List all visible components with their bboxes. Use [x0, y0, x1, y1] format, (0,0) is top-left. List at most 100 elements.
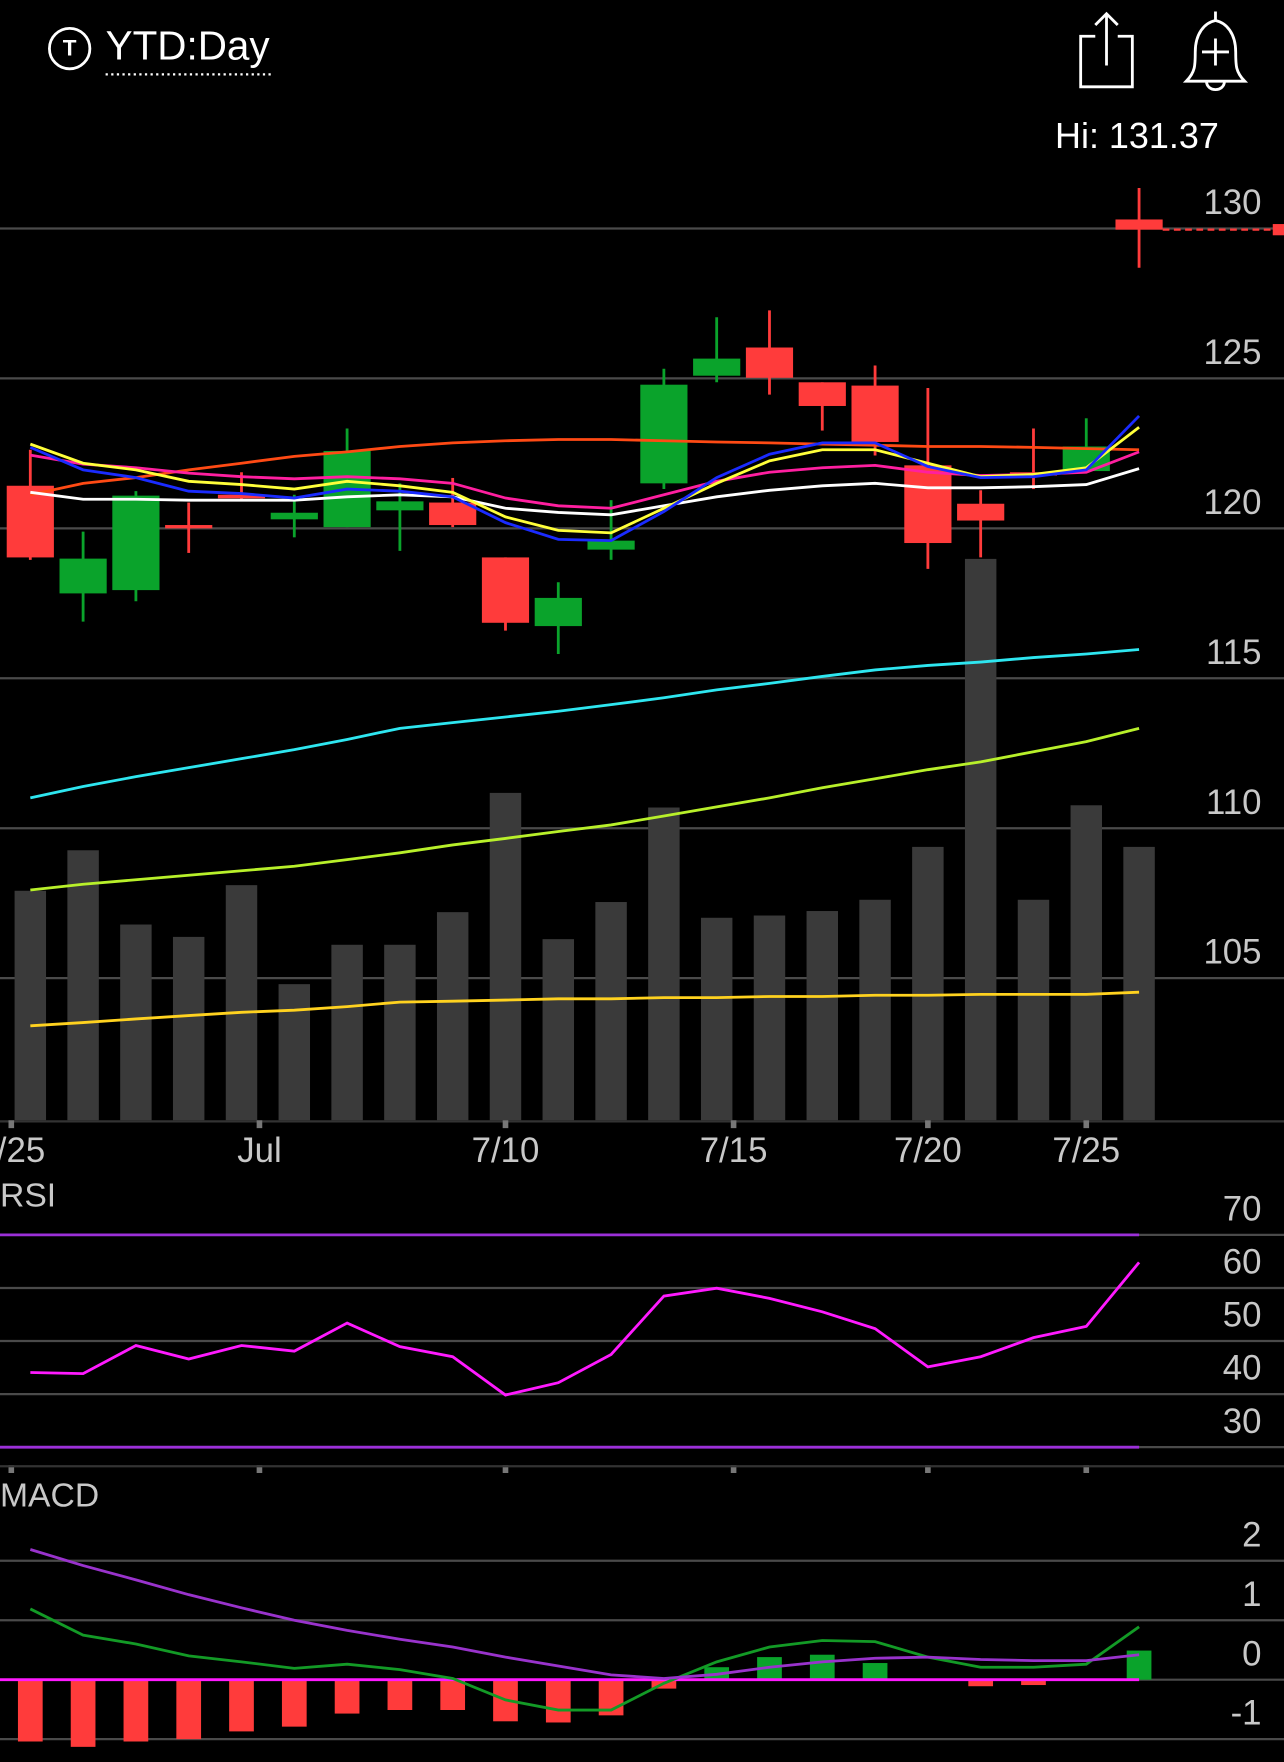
y-tick-label: 40	[1223, 1349, 1262, 1388]
histogram-bar	[176, 1679, 202, 1740]
symbol-icon[interactable]	[48, 26, 92, 71]
candle-body	[1115, 219, 1163, 230]
volume-bar	[225, 885, 258, 1121]
x-tick-label: 7/10	[472, 1131, 540, 1170]
moving-average-line	[30, 990, 1140, 1028]
y-tick-label: -1	[1231, 1694, 1262, 1733]
y-tick-label: 30	[1223, 1402, 1262, 1441]
y-tick-label: 130	[1203, 183, 1261, 222]
moving-average-line	[29, 426, 1140, 535]
panel-title: RSI	[0, 1177, 56, 1215]
indicator-line	[29, 1548, 1140, 1680]
y-tick-label: 70	[1223, 1190, 1262, 1229]
candle-body	[481, 557, 530, 623]
candle-body	[217, 494, 266, 499]
moving-average-line	[30, 438, 1140, 497]
y-tick-label: 110	[1206, 783, 1262, 822]
y-tick-label: 60	[1223, 1243, 1262, 1282]
histogram-bar	[387, 1679, 413, 1711]
candle-body	[429, 502, 477, 526]
x-tick-label: 7/15	[700, 1131, 768, 1170]
y-tick-label: 125	[1203, 333, 1261, 372]
histogram-bar	[809, 1654, 835, 1680]
volume-bar	[595, 902, 627, 1121]
symbol-icon-letter: T	[63, 36, 77, 61]
candle-body	[745, 347, 794, 378]
candle-body	[6, 485, 54, 558]
candle-body	[165, 525, 213, 529]
candle-body	[640, 384, 688, 484]
volume-bar	[489, 792, 522, 1121]
candle-body	[270, 512, 318, 520]
volume-bar	[67, 850, 99, 1121]
volume-bar	[278, 984, 311, 1121]
panel-title: MACD	[0, 1477, 99, 1515]
volume-bar	[436, 912, 469, 1121]
x-tick-label: 7/20	[894, 1131, 962, 1170]
y-tick-label: 105	[1203, 933, 1261, 972]
y-tick-label: 115	[1206, 633, 1262, 672]
volume-bar	[120, 924, 152, 1121]
volume-bar	[648, 807, 680, 1121]
histogram-bar	[123, 1679, 149, 1742]
x-tick-label: 7/25	[1052, 1131, 1120, 1170]
last-price-marker	[1272, 224, 1284, 236]
y-tick-label: 50	[1223, 1296, 1262, 1335]
moving-average-line	[30, 648, 1140, 800]
histogram-bar	[281, 1679, 307, 1727]
volume-bar	[700, 917, 733, 1121]
candle-body	[851, 385, 899, 442]
moving-average-line	[30, 450, 1140, 510]
volume-bar	[331, 944, 363, 1121]
histogram-bar	[545, 1679, 571, 1723]
y-tick-label: 2	[1242, 1515, 1261, 1554]
volume-bar	[1017, 899, 1050, 1121]
candle-body	[59, 558, 107, 594]
y-tick-label: 1	[1242, 1575, 1261, 1614]
volume-bar	[753, 915, 786, 1121]
candle-body	[112, 495, 160, 591]
histogram-bar	[862, 1663, 888, 1680]
volume-bar	[1070, 805, 1102, 1121]
volume-bar	[384, 944, 416, 1121]
histogram-bar	[70, 1679, 96, 1747]
moving-average-line	[30, 726, 1140, 892]
candle-body	[798, 382, 846, 406]
volume-bar	[964, 558, 997, 1121]
timeframe-selector[interactable]: YTD:Day	[106, 22, 271, 68]
share-button[interactable]	[1079, 11, 1134, 89]
volume-bar	[912, 846, 944, 1121]
candle-body	[693, 358, 741, 376]
histogram-bar	[1021, 1679, 1046, 1686]
candle-body	[587, 540, 635, 550]
moving-average-line	[29, 414, 1141, 543]
candle-body	[904, 465, 952, 544]
histogram-bar	[968, 1679, 994, 1687]
candle-body	[376, 501, 424, 511]
y-tick-label: 0	[1242, 1634, 1261, 1673]
histogram-bar	[17, 1679, 43, 1742]
volume-bar	[14, 890, 47, 1121]
volume-bar	[172, 936, 205, 1121]
histogram-bar	[229, 1679, 254, 1732]
histogram-bar	[334, 1679, 360, 1714]
volume-bar	[1123, 846, 1155, 1121]
histogram-bar	[440, 1679, 466, 1711]
indicator-line	[30, 1261, 1141, 1397]
moving-average-line	[30, 467, 1140, 517]
header: T YTD:Day Hi: 131.37	[48, 11, 1249, 156]
volume-bar	[859, 899, 891, 1121]
candle-body	[534, 597, 582, 627]
high-label: Hi: 131.37	[1055, 115, 1219, 156]
indicator-line	[29, 1607, 1140, 1712]
x-tick-label: 6/25	[0, 1131, 45, 1170]
volume-bar	[806, 911, 839, 1121]
alert-button[interactable]	[1182, 11, 1249, 91]
x-tick-label: Jul	[237, 1131, 282, 1170]
candle-body	[957, 503, 1005, 521]
y-tick-label: 120	[1203, 483, 1261, 522]
volume-bar	[542, 939, 575, 1121]
